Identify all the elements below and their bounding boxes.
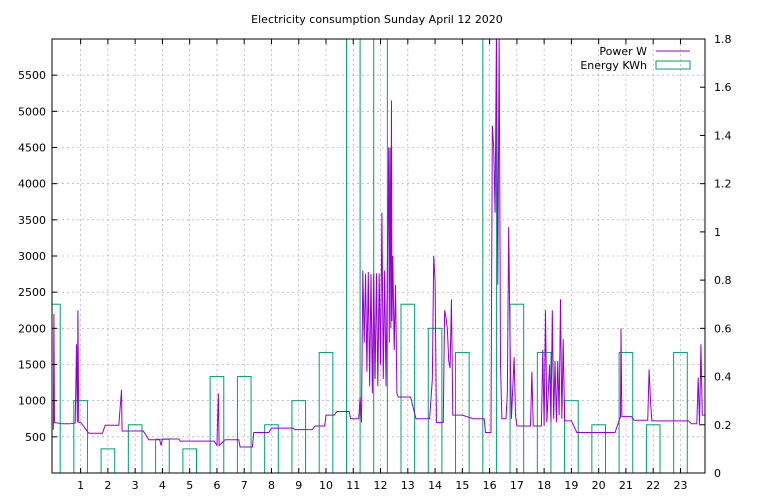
- y-tick-label: 1000: [18, 395, 46, 408]
- y-tick-label: 2500: [18, 286, 46, 299]
- y2-tick-label: 0.2: [714, 419, 732, 432]
- y2-tick-label: 1: [714, 226, 721, 239]
- y-tick-label: 1500: [18, 359, 46, 372]
- y-tick-label: 500: [25, 431, 46, 444]
- y2-tick-label: 1.2: [714, 178, 732, 191]
- x-tick-label: 6: [213, 479, 220, 492]
- x-tick-label: 13: [401, 479, 415, 492]
- x-tick-label: 12: [374, 479, 388, 492]
- y2-tick-label: 0.6: [714, 322, 732, 335]
- x-tick-label: 1: [77, 479, 84, 492]
- x-tick-label: 5: [186, 479, 193, 492]
- x-tick-label: 3: [132, 479, 139, 492]
- x-tick-label: 14: [428, 479, 442, 492]
- legend-label-energy: Energy KWh: [580, 59, 647, 72]
- x-tick-label: 2: [104, 479, 111, 492]
- x-tick-label: 19: [564, 479, 578, 492]
- x-tick-label: 21: [619, 479, 633, 492]
- x-tick-label: 17: [510, 479, 524, 492]
- axes: 1 2 3 4 5 6 7 8 9 10 11 12 13 14 15 16 17 18 19 20 21 22 23500…: [18, 33, 732, 492]
- y-tick-label: 5000: [18, 105, 46, 118]
- y2-tick-label: 0.4: [714, 371, 732, 384]
- x-tick-label: 8: [268, 479, 275, 492]
- chart-title: Electricity consumption Sunday April 12 …: [251, 13, 503, 26]
- x-tick-label: 20: [592, 479, 606, 492]
- x-tick-label: 4: [159, 479, 166, 492]
- x-tick-label: 16: [483, 479, 497, 492]
- y-tick-label: 4500: [18, 142, 46, 155]
- x-tick-label: 10: [319, 479, 333, 492]
- x-tick-label: 9: [295, 479, 302, 492]
- y-tick-label: 3000: [18, 250, 46, 263]
- y-tick-label: 3500: [18, 214, 46, 227]
- grid: [52, 39, 705, 473]
- x-tick-label: 11: [346, 479, 360, 492]
- y2-tick-label: 1.4: [714, 129, 732, 142]
- y2-tick-label: 0: [714, 467, 721, 480]
- y2-tick-label: 0.8: [714, 274, 732, 287]
- legend-swatch-energy: [655, 60, 691, 70]
- power-line: [52, 38, 705, 448]
- y-tick-label: 5500: [18, 69, 46, 82]
- x-tick-label: 22: [646, 479, 660, 492]
- x-tick-label: 23: [673, 479, 687, 492]
- y-tick-label: 2000: [18, 322, 46, 335]
- y-tick-label: 4000: [18, 178, 46, 191]
- x-tick-label: 15: [455, 479, 469, 492]
- y2-tick-label: 1.8: [714, 33, 732, 46]
- power-line-group: [52, 38, 705, 448]
- legend-label-power: Power W: [599, 45, 647, 58]
- x-tick-label: 7: [241, 479, 248, 492]
- x-tick-label: 18: [537, 479, 551, 492]
- y2-tick-label: 1.6: [714, 81, 732, 94]
